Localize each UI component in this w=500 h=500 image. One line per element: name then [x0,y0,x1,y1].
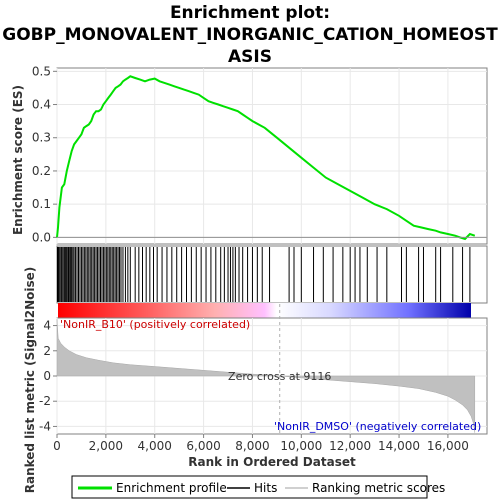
zero-cross-label: Zero cross at 9116 [228,370,331,383]
legend-hits-label: Hits [254,481,277,495]
hits-panel-frame [56,245,488,304]
legend-ranking-metric-label: Ranking metric scores [312,481,445,495]
metric-gridlines [56,318,487,434]
metric-y-tick-label: -4 [39,419,51,433]
x-axis-title: Rank in Ordered Dataset [188,455,356,469]
es-y-tick-label: 0.4 [32,98,51,112]
enrichment-profile-line [56,75,476,241]
x-tick-label: 12,000 [329,439,371,453]
chart-title-line-1: Enrichment plot: [170,3,330,23]
metric-y-axis-title: Ranked list metric (Signal2Noise) [23,267,37,494]
es-gridlines [56,68,487,244]
negative-correlation-label: 'NonIR_DMSO' (negatively correlated) [274,420,481,433]
metric-y-tick-label: 4 [43,319,51,333]
metric-y-tick-label: 2 [43,344,51,358]
x-tick-label: 8,000 [235,439,269,453]
es-y-tick-label: 0.2 [32,164,51,178]
x-tick-label: 16,000 [427,439,469,453]
x-tick-label: 6,000 [186,439,220,453]
x-tick-label: 10,000 [280,439,322,453]
positive-correlation-label: 'NonIR_B10' (positively correlated) [60,318,250,331]
x-tick-label: 2,000 [89,439,123,453]
es-y-tick-label: 0.5 [32,64,51,78]
legend-enrichment-profile-label: Enrichment profile [116,481,227,495]
es-panel-frame [56,67,488,245]
metric-y-tick-label: -2 [39,394,51,408]
metric-y-tick-label: 0 [43,369,51,383]
metric-y-axis-ticks: -4 -2 0 2 4 [39,319,57,433]
es-y-tick-label: 0.3 [32,131,51,145]
x-tick-label: 4,000 [138,439,172,453]
legend-box [71,475,428,499]
x-tick-label: 14,000 [378,439,420,453]
x-tick-label: 0 [53,439,61,453]
x-axis-ticks: 0 2,000 4,000 6,000 8,000 10,000 12,000 14,000 1… [53,434,469,453]
es-y-tick-label: 0.1 [32,197,51,211]
chart-title-line-2: GOBP_MONOVALENT_INORGANIC_CATION_HOMEOST [2,25,498,45]
chart-title-line-3: ASIS [228,47,272,67]
es-y-tick-label: 0.0 [32,230,51,244]
hits-markers [56,247,471,302]
es-y-axis-title: Enrichment score (ES) [11,85,25,235]
es-y-axis-ticks: 0.0 0.1 0.2 0.3 0.4 0.5 [32,64,57,244]
rank-color-bar [58,303,471,318]
